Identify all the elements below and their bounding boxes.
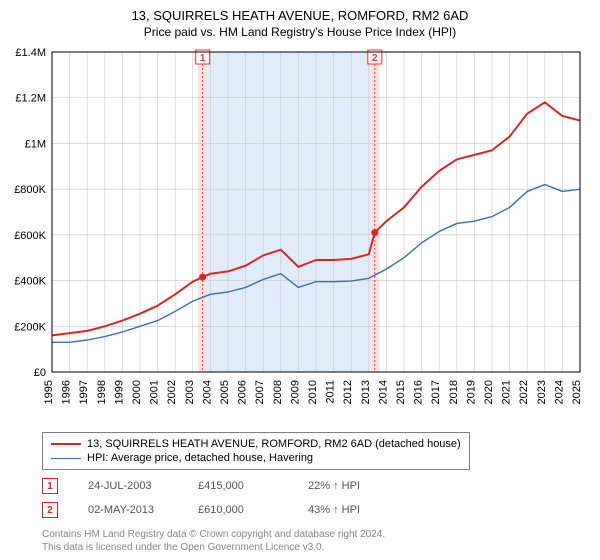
legend-swatch — [51, 443, 81, 445]
price-chart: £0 £200K £400K £600K £800K £1M £1.2M £1.4M 1995 1… — [0, 44, 600, 424]
sale-marker-2-icon: 2 — [42, 502, 58, 518]
svg-text:2015: 2015 — [395, 380, 407, 404]
svg-text:2009: 2009 — [289, 380, 301, 404]
attribution: Contains HM Land Registry data © Crown c… — [42, 528, 385, 554]
chart-title: 13, SQUIRRELS HEATH AVENUE, ROMFORD, RM2… — [0, 0, 600, 23]
svg-text:2001: 2001 — [149, 380, 161, 404]
svg-text:1996: 1996 — [61, 380, 73, 404]
svg-text:2023: 2023 — [536, 380, 548, 404]
svg-text:2017: 2017 — [430, 380, 442, 404]
svg-text:2019: 2019 — [465, 380, 477, 404]
sale-row-2: 2 02-MAY-2013 £610,000 43% ↑ HPI — [42, 502, 388, 518]
svg-text:1999: 1999 — [113, 380, 125, 404]
svg-text:£1.2M: £1.2M — [15, 93, 46, 105]
svg-text:1995: 1995 — [43, 380, 55, 404]
svg-text:£1M: £1M — [25, 138, 46, 150]
legend-label: 13, SQUIRRELS HEATH AVENUE, ROMFORD, RM2… — [87, 438, 461, 450]
svg-text:2: 2 — [372, 53, 378, 64]
legend-item: 13, SQUIRRELS HEATH AVENUE, ROMFORD, RM2… — [51, 437, 461, 451]
legend-label: HPI: Average price, detached house, Have… — [87, 452, 313, 464]
chart-subtitle: Price paid vs. HM Land Registry's House … — [0, 23, 600, 43]
svg-text:2010: 2010 — [307, 380, 319, 404]
svg-text:2016: 2016 — [413, 380, 425, 404]
svg-text:2020: 2020 — [483, 380, 495, 404]
svg-text:2007: 2007 — [254, 380, 266, 404]
sale-vs-hpi-2: 43% ↑ HPI — [308, 504, 388, 516]
svg-text:2003: 2003 — [184, 380, 196, 404]
svg-text:£600K: £600K — [14, 230, 46, 242]
sale-date-1: 24-JUL-2003 — [88, 480, 168, 492]
svg-text:1997: 1997 — [78, 380, 90, 404]
svg-text:2008: 2008 — [272, 380, 284, 404]
legend: 13, SQUIRRELS HEATH AVENUE, ROMFORD, RM2… — [42, 432, 470, 470]
svg-text:2014: 2014 — [377, 380, 389, 404]
svg-text:2012: 2012 — [342, 380, 354, 404]
svg-text:£0: £0 — [34, 367, 46, 379]
svg-text:2018: 2018 — [448, 380, 460, 404]
svg-text:2006: 2006 — [237, 380, 249, 404]
sale-row-1: 1 24-JUL-2003 £415,000 22% ↑ HPI — [42, 478, 388, 494]
sale-price-2: £610,000 — [198, 504, 278, 516]
sale-vs-hpi-1: 22% ↑ HPI — [308, 480, 388, 492]
svg-text:2011: 2011 — [325, 380, 337, 404]
svg-text:£1.4M: £1.4M — [15, 47, 46, 59]
svg-text:£800K: £800K — [14, 184, 46, 196]
svg-text:£200K: £200K — [14, 321, 46, 333]
svg-text:2000: 2000 — [131, 380, 143, 404]
chart-container: { "title": "13, SQUIRRELS HEATH AVENUE, … — [0, 0, 600, 560]
attribution-line-2: This data is licensed under the Open Gov… — [42, 541, 385, 554]
legend-item: HPI: Average price, detached house, Have… — [51, 451, 461, 465]
legend-swatch — [51, 458, 81, 459]
svg-text:2004: 2004 — [201, 380, 213, 404]
sale-price-1: £415,000 — [198, 480, 278, 492]
svg-text:2002: 2002 — [166, 380, 178, 404]
svg-text:1: 1 — [200, 53, 206, 64]
svg-text:2021: 2021 — [501, 380, 513, 404]
svg-text:£400K: £400K — [14, 276, 46, 288]
svg-text:1998: 1998 — [96, 380, 108, 404]
attribution-line-1: Contains HM Land Registry data © Crown c… — [42, 528, 385, 541]
svg-text:2024: 2024 — [553, 380, 565, 404]
svg-text:2013: 2013 — [360, 380, 372, 404]
sale-marker-1-icon: 1 — [42, 478, 58, 494]
svg-text:2005: 2005 — [219, 380, 231, 404]
svg-text:2025: 2025 — [571, 380, 583, 404]
sale-date-2: 02-MAY-2013 — [88, 504, 168, 516]
svg-text:2022: 2022 — [518, 380, 530, 404]
